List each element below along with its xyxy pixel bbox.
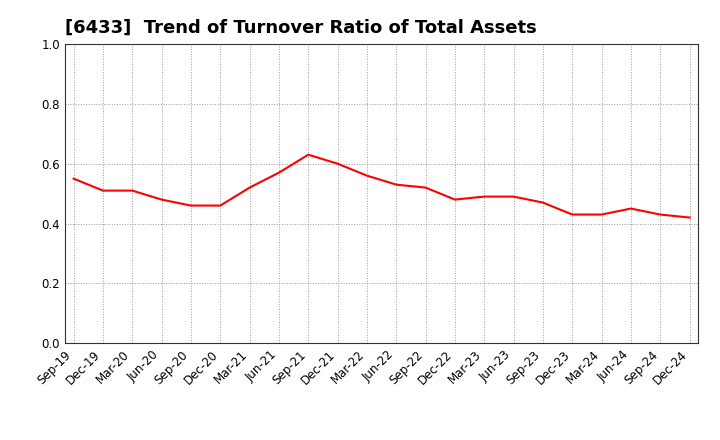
- Text: [6433]  Trend of Turnover Ratio of Total Assets: [6433] Trend of Turnover Ratio of Total …: [65, 19, 536, 37]
